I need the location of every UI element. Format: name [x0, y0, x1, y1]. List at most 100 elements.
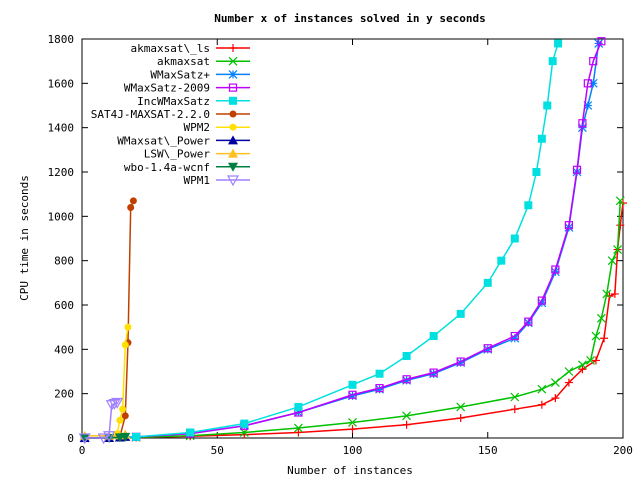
legend-marker [228, 56, 238, 66]
y-tick-label: 0 [67, 432, 74, 445]
data-point [348, 390, 357, 399]
data-point [523, 318, 533, 328]
data-point [554, 39, 563, 48]
data-point [564, 367, 574, 376]
data-point [616, 221, 625, 230]
data-point [510, 331, 519, 341]
data-point [402, 411, 412, 421]
data-point [586, 355, 595, 365]
y-axis: 0 200 400 600 800 1000 1200 1400 1600 1800 [48, 33, 623, 445]
data-point [497, 256, 506, 265]
legend-label: wbo-1.4a-wcnf [124, 161, 210, 174]
data-point [78, 433, 91, 445]
legend: akmaxsat\_lsakmaxsatWMaxSatz+WMaxSatz-20… [91, 42, 250, 187]
data-point [375, 384, 384, 393]
data-point [293, 423, 303, 433]
x-tick-label: 200 [613, 444, 633, 457]
data-point [607, 256, 617, 266]
data-point [564, 221, 574, 230]
x-axis-label: Number of instances [287, 464, 413, 477]
legend-label: akmaxsat [157, 55, 210, 68]
y-tick-label: 1400 [48, 122, 75, 135]
y-tick-label: 600 [54, 299, 74, 312]
data-point [589, 57, 598, 66]
data-point [103, 431, 116, 443]
data-point [532, 168, 541, 176]
legend-label: WMaxSatz+ [150, 68, 210, 81]
data-point [186, 428, 195, 437]
data-point [402, 351, 411, 360]
legend-marker [229, 123, 237, 131]
data-point [551, 265, 560, 274]
legend-entry: IncWMaxSatz [137, 95, 250, 108]
data-point [537, 400, 546, 409]
data-point [402, 420, 411, 429]
data-point [402, 375, 412, 385]
series-3 [80, 37, 606, 443]
y-tick-label: 1200 [48, 166, 75, 179]
legend-marker [229, 96, 237, 105]
legend-marker [228, 162, 238, 172]
data-point [600, 334, 609, 343]
legend-entry: wbo-1.4a-wcnf [124, 161, 250, 174]
y-tick-label: 1000 [48, 210, 75, 223]
data-point [543, 101, 552, 110]
data-point [537, 134, 546, 143]
chart-title: Number x of instances solved in y second… [214, 12, 486, 25]
data-point [108, 399, 121, 410]
legend-entry: WMaxSatz+ [150, 68, 250, 81]
data-point [120, 432, 131, 442]
data-point [510, 392, 520, 402]
data-point [240, 419, 249, 428]
legend-label: WPM1 [184, 174, 211, 187]
data-point [537, 296, 546, 305]
data-point [524, 317, 533, 326]
legend-entry: WMaxsat\_Power [117, 134, 250, 147]
legend-label: WMaxsat\_Power [117, 134, 210, 147]
data-point [550, 267, 560, 277]
legend-label: akmaxsat\_ls [131, 42, 210, 55]
data-point [111, 397, 124, 409]
data-point [548, 57, 557, 66]
data-point [294, 402, 303, 411]
series-0 [80, 199, 627, 442]
legend-label: LSW\_Power [144, 148, 211, 161]
legend-entry: akmaxsat\_ls [131, 42, 250, 55]
data-point [456, 309, 465, 318]
data-point [578, 365, 587, 374]
data-point [294, 428, 303, 437]
data-point [564, 378, 573, 387]
x-tick-label: 50 [211, 444, 224, 457]
data-point [578, 360, 587, 370]
data-point [402, 375, 411, 384]
legend-entry: akmaxsat [157, 55, 250, 68]
data-point [456, 402, 466, 412]
data-point [483, 278, 492, 287]
legend-marker [228, 148, 238, 158]
legend-entry: WMaxSatz-2009 [124, 82, 250, 95]
data-point [537, 384, 547, 394]
data-point [348, 418, 357, 427]
series-line [84, 200, 622, 439]
data-point [429, 368, 438, 377]
y-tick-label: 400 [54, 343, 74, 356]
legend-entry: WPM2 [184, 121, 250, 134]
data-point [429, 332, 438, 341]
data-point [456, 357, 465, 366]
data-point [591, 331, 601, 341]
x-axis: 0 50 100 150 200 [79, 39, 633, 457]
data-point [124, 323, 132, 331]
data-point [97, 433, 110, 445]
data-point [121, 341, 129, 349]
data-point [348, 380, 357, 389]
data-point [524, 201, 533, 210]
legend-entry: LSW\_Power [144, 148, 250, 161]
data-point [105, 400, 118, 411]
x-tick-label: 150 [478, 444, 498, 457]
data-point [456, 358, 466, 368]
data-point [610, 289, 619, 298]
data-point [550, 378, 560, 388]
data-point [578, 119, 587, 128]
data-point [591, 356, 600, 365]
